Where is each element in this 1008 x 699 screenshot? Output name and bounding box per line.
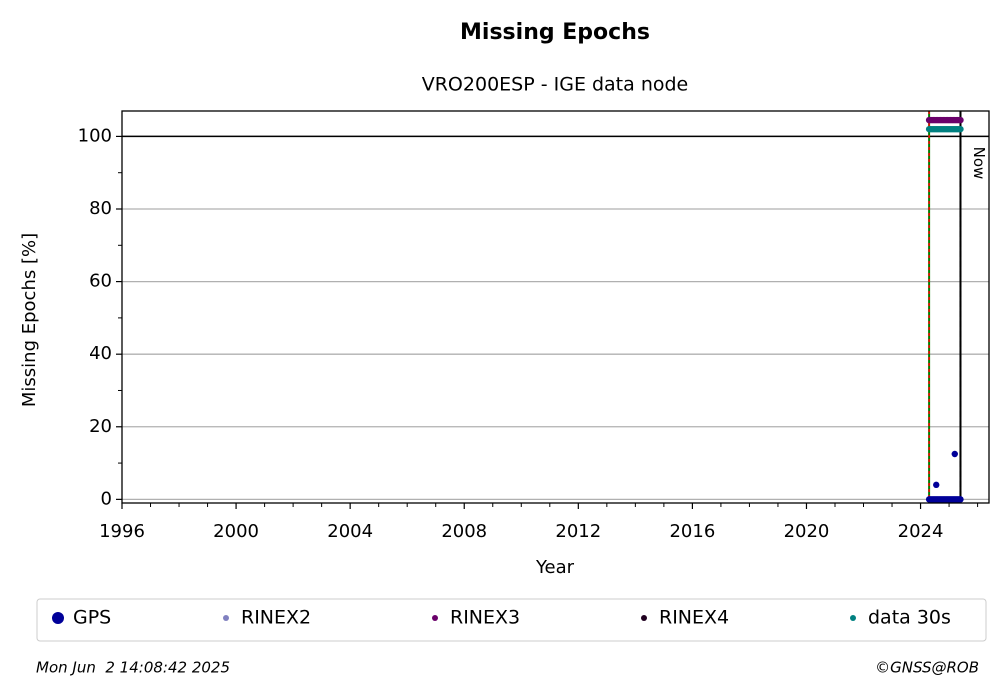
y-tick-label: 20 (89, 416, 112, 437)
y-tick-label: 40 (89, 343, 112, 364)
legend-marker (52, 612, 64, 624)
legend-box (36, 598, 987, 642)
y-tick-label: 80 (89, 198, 112, 219)
x-tick-label: 2012 (555, 521, 601, 542)
plot-frame (121, 110, 990, 504)
legend-label: RINEX2 (241, 607, 311, 629)
legend-marker (641, 615, 647, 621)
point (957, 116, 964, 124)
point (951, 450, 958, 458)
point (957, 496, 964, 503)
footer-date: Mon Jun 2 14:08:42 2025 (36, 659, 230, 677)
chart-title: Missing Epochs (460, 20, 650, 45)
x-tick-label: 2008 (441, 521, 487, 542)
legend-label: data 30s (868, 607, 951, 629)
x-axis-label: Year (535, 557, 575, 578)
footer-credit: ©GNSS@ROB (875, 659, 979, 677)
legend-label: RINEX4 (659, 607, 729, 629)
point (933, 481, 940, 489)
x-tick-label: 2004 (327, 521, 373, 542)
vertical-line-label: Now (970, 147, 988, 180)
x-tick-label: 2016 (669, 521, 715, 542)
y-axis-label: Missing Epochs [%] (19, 233, 40, 407)
x-tick-label: 2024 (898, 521, 944, 542)
legend-marker (432, 615, 438, 621)
legend-marker (223, 615, 229, 621)
x-tick-label: 1996 (99, 521, 145, 542)
chart-subtitle: VRO200ESP - IGE data node (422, 74, 689, 96)
x-tick-label: 2020 (784, 521, 830, 542)
y-tick-label: 60 (89, 271, 112, 292)
y-tick-label: 100 (78, 125, 112, 146)
legend-marker (850, 615, 856, 621)
legend-label: GPS (73, 607, 111, 629)
point (957, 125, 964, 133)
x-tick-label: 2000 (213, 521, 259, 542)
y-tick-label: 0 (101, 488, 112, 509)
legend-label: RINEX3 (450, 607, 520, 629)
